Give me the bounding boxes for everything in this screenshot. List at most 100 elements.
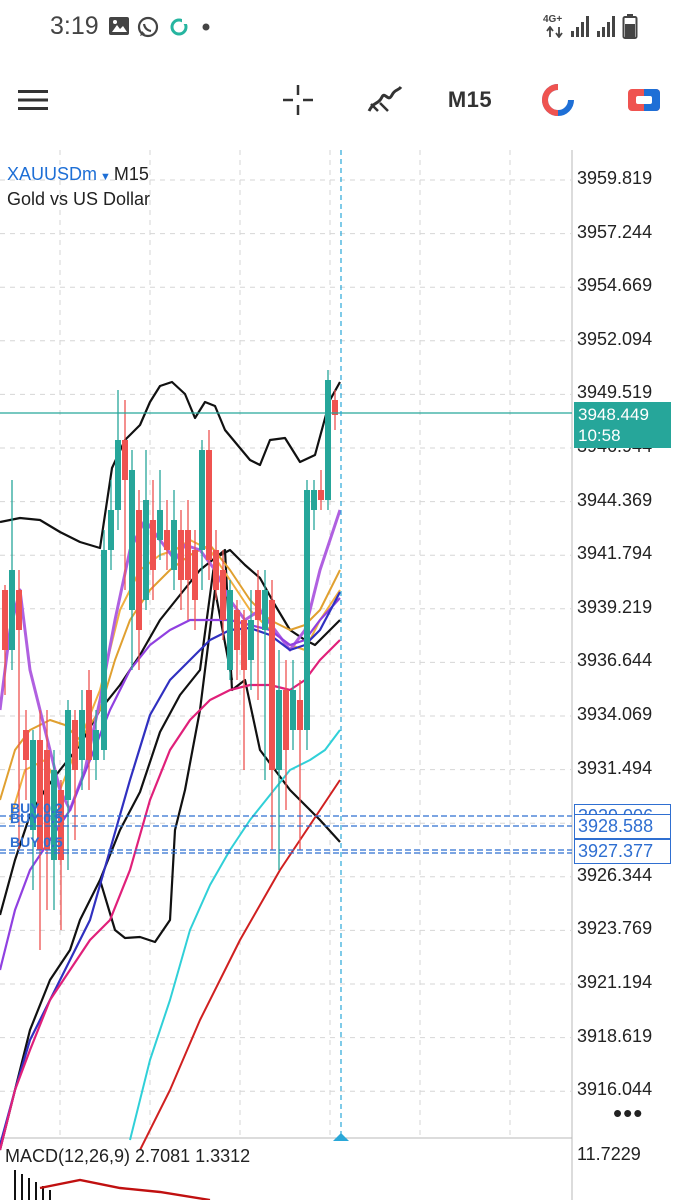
- candlesticks: [2, 370, 338, 950]
- candle-body: [108, 510, 114, 550]
- order-label[interactable]: BUY 0.5: [10, 834, 63, 850]
- order-label[interactable]: BUY 0.2: [10, 800, 63, 816]
- candle-body: [93, 730, 99, 760]
- status-time: 3:19: [50, 12, 99, 40]
- symbol-name[interactable]: XAUUSDm: [7, 164, 98, 184]
- symbol-dropdown-icon[interactable]: ▼: [100, 171, 111, 183]
- candle-body: [86, 690, 92, 760]
- candle-body: [150, 520, 156, 570]
- status-bar: 3:19 4G+: [0, 0, 687, 56]
- signal-icon: [597, 16, 615, 37]
- candle-body: [269, 600, 275, 770]
- toolbar: M15: [0, 62, 687, 138]
- time-cursor-marker: [333, 1133, 349, 1141]
- sync-icon: [170, 18, 188, 36]
- current-price: 3948.449: [578, 405, 649, 424]
- hamburger-menu-icon: [18, 90, 48, 110]
- candle-body: [199, 450, 205, 550]
- order-label[interactable]: BUY 0.5: [10, 810, 63, 826]
- timeframe-button[interactable]: M15: [447, 87, 493, 112]
- signal-icon: [571, 16, 589, 37]
- candle-body: [255, 590, 261, 620]
- candle-body: [185, 530, 191, 580]
- candle-body: [9, 570, 15, 650]
- chart-area[interactable]: XAUUSDm ▼ M15 Gold vs US Dollar 3959.819 39…: [0, 150, 687, 1200]
- price-scale-label: 3931.494: [577, 757, 653, 778]
- candle-body: [241, 620, 247, 670]
- candle-body: [101, 550, 107, 750]
- current-price-bubble: 3948.449 10:58: [574, 402, 671, 448]
- price-scale-label: 3944.369: [577, 489, 653, 510]
- indicator-line: [0, 544, 341, 801]
- candle-body: [157, 510, 163, 540]
- indicator-line: [0, 380, 341, 550]
- price-scale-label: 3916.044: [577, 1079, 653, 1100]
- candle-body: [304, 490, 310, 730]
- candle-body: [79, 710, 85, 760]
- indicator-line: [0, 548, 341, 1151]
- candle-body: [16, 590, 22, 630]
- symbol-timeframe: M15: [113, 164, 149, 184]
- crosshair-button[interactable]: [276, 62, 320, 138]
- price-scale-label: 3952.094: [577, 328, 653, 349]
- battery-icon: [622, 14, 638, 39]
- candle-body: [276, 690, 282, 770]
- chart-type-button[interactable]: [536, 62, 580, 138]
- trade-icon: [628, 89, 660, 111]
- candle-body: [290, 690, 296, 730]
- price-scale-label: 3926.344: [577, 864, 653, 885]
- macd-histogram: [14, 1170, 211, 1200]
- candle-body: [297, 700, 303, 730]
- candle-body: [51, 770, 57, 860]
- price-chart[interactable]: [0, 150, 687, 1200]
- candle-body: [325, 380, 331, 500]
- macd-signal-line: [39, 1178, 211, 1200]
- candle-body: [227, 590, 233, 670]
- price-scale-label: 3939.219: [577, 596, 653, 617]
- candle-body: [311, 490, 317, 510]
- chart-type-icon: [542, 83, 575, 116]
- indicator-line: [129, 729, 341, 1141]
- order-price-tag[interactable]: 3928.588: [574, 814, 671, 839]
- indicator-line: [139, 779, 341, 1151]
- candle-body: [65, 710, 71, 800]
- candle-body: [171, 520, 177, 570]
- dot-icon: [202, 23, 210, 31]
- order-price-tag[interactable]: 3929.006: [574, 804, 671, 817]
- order-price-tag[interactable]: 3927.377: [574, 839, 671, 864]
- crosshair-icon: [283, 85, 313, 115]
- data-arrows-icon: [546, 26, 563, 38]
- candle-body: [129, 470, 135, 610]
- candle-body: [192, 550, 198, 600]
- price-scale-label: 3959.819: [577, 168, 653, 188]
- candle-body: [122, 440, 128, 480]
- candle-body: [248, 620, 254, 660]
- moving-average-lines: [0, 380, 342, 1151]
- price-scale-label: 3936.644: [577, 650, 653, 671]
- more-dots-icon[interactable]: •••: [613, 1098, 644, 1128]
- candle-body: [44, 750, 50, 850]
- candle-body: [164, 530, 170, 550]
- candle-body: [115, 440, 121, 510]
- chart-overlay-lines: [0, 150, 572, 1141]
- price-scale-label: 3923.769: [577, 918, 653, 939]
- candle-body: [30, 740, 36, 830]
- whatsapp-icon: [137, 16, 159, 38]
- candle-body: [136, 510, 142, 630]
- candle-body: [220, 570, 226, 620]
- candle-body: [213, 550, 219, 590]
- indicators-icon: [367, 86, 403, 112]
- price-scale-label: 3921.194: [577, 972, 653, 992]
- symbol-info[interactable]: XAUUSDm ▼ M15 Gold vs US Dollar: [7, 164, 150, 210]
- trade-button[interactable]: [622, 62, 666, 138]
- candle-body: [262, 590, 268, 630]
- indicators-button[interactable]: [362, 62, 408, 138]
- candle-body: [37, 740, 43, 850]
- price-scale-label: 3949.519: [577, 382, 653, 403]
- gallery-icon: [109, 17, 129, 35]
- bar-countdown: 10:58: [578, 426, 621, 445]
- candle-body: [143, 500, 149, 600]
- menu-button[interactable]: [10, 62, 56, 138]
- candle-body: [72, 720, 78, 770]
- candle-body: [283, 690, 289, 750]
